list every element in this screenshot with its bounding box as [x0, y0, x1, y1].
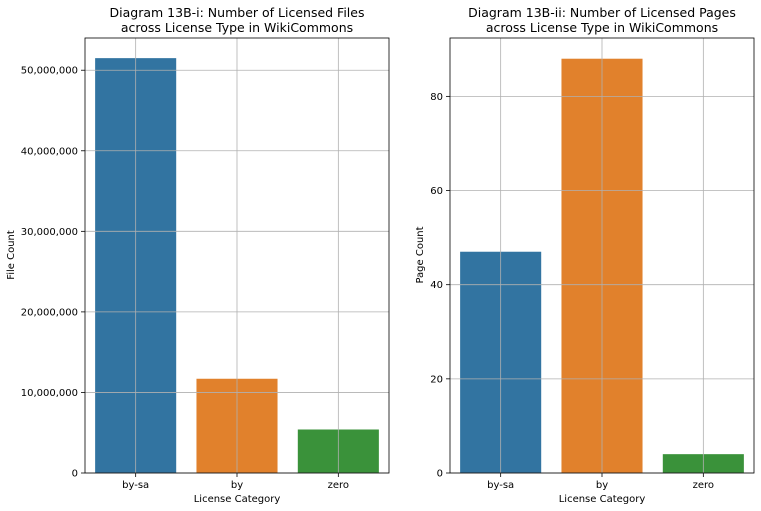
plot-frame: [84, 37, 390, 474]
x-tick-label-zero: zero: [693, 480, 714, 491]
y-tick-label: 30,000,000: [21, 227, 78, 238]
x-tick-label-by-sa: by-sa: [122, 480, 149, 491]
chart-title-line-1: Diagram 13B-ii: Number of Licensed Pages: [468, 5, 736, 20]
y-tick-label: 10,000,000: [21, 388, 78, 399]
y-tick-label: 20: [430, 374, 443, 385]
x-tick-label-by: by: [596, 480, 608, 491]
page-count-chart: Diagram 13B-ii: Number of Licensed Pages…: [415, 5, 755, 505]
y-tick-label: 20,000,000: [21, 307, 78, 318]
y-axis-label: File Count: [6, 230, 17, 280]
y-tick-label: 50,000,000: [21, 66, 78, 77]
x-tick-label-by-sa: by-sa: [487, 480, 514, 491]
x-axis-label: License Category: [194, 494, 281, 505]
y-axis-label: Page Count: [415, 226, 426, 283]
chart-title-line-1: Diagram 13B-i: Number of Licensed Files: [110, 5, 365, 20]
file-count-chart: Diagram 13B-i: Number of Licensed Files …: [6, 5, 390, 505]
y-tick-label: 0: [72, 469, 78, 480]
x-tick-label-zero: zero: [328, 480, 349, 491]
chart-title-line-2: across License Type in WikiCommons: [486, 20, 718, 35]
y-tick-label: 40,000,000: [21, 146, 78, 157]
chart-title-line-2: across License Type in WikiCommons: [121, 20, 353, 35]
y-tick-label: 80: [430, 92, 443, 103]
y-tick-label: 40: [430, 280, 443, 291]
y-tick-label: 0: [437, 469, 443, 480]
x-tick-label-by: by: [231, 480, 243, 491]
y-tick-label: 60: [430, 186, 443, 197]
plot-frame: [449, 37, 755, 474]
x-axis-label: License Category: [559, 494, 646, 505]
